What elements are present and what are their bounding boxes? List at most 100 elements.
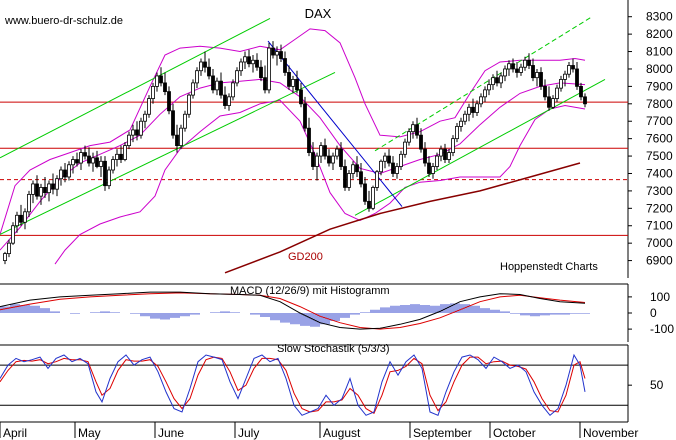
candle-body [347, 173, 351, 188]
candle-body [495, 77, 499, 84]
candle-body [83, 152, 87, 157]
price-tick-label: 6900 [646, 254, 673, 268]
candle-body [287, 72, 291, 87]
candle-body [339, 148, 343, 167]
candle-body [223, 94, 227, 106]
candle-body [175, 134, 179, 147]
price-tick-label: 8100 [646, 45, 673, 59]
candle-body [259, 66, 263, 79]
candle-body [299, 89, 303, 105]
candle-body [375, 171, 379, 188]
candle-body [367, 200, 371, 209]
candle-body [503, 68, 507, 77]
price-tick-label: 7900 [646, 79, 673, 93]
candle-body [447, 152, 451, 160]
month-label: June [158, 426, 184, 440]
month-label: September [413, 426, 472, 440]
candle-body [191, 82, 195, 96]
candle-body [255, 59, 259, 68]
candle-body [419, 134, 423, 150]
price-tick-label: 8000 [646, 62, 673, 76]
candle-body [27, 193, 31, 213]
candle-body [159, 75, 163, 84]
candle-body [63, 169, 67, 178]
trend-channel-line [354, 78, 606, 216]
price-tick-label: 7500 [646, 149, 673, 163]
candle-body [115, 153, 119, 160]
candle-body [95, 157, 99, 167]
candle-body [543, 85, 547, 98]
candle-body [251, 59, 255, 65]
candle-body [99, 160, 103, 167]
candle-body [379, 160, 383, 173]
price-panel: 6900 7000 7100 7200 7300 7400 7500 7600 7700 7800… [0, 0, 673, 278]
candle-body [227, 96, 231, 106]
candle-body [187, 94, 191, 115]
candle-body [31, 183, 35, 195]
candle-body [555, 87, 559, 99]
month-label: April [3, 426, 27, 440]
candle-body [323, 145, 327, 157]
candle-body [383, 155, 387, 162]
candle-body [483, 89, 487, 98]
candle-body [183, 113, 187, 129]
candle-body [67, 164, 71, 178]
candle-body [167, 91, 171, 112]
candle-body [171, 110, 175, 136]
candle-body [411, 124, 415, 133]
candle-body [327, 155, 331, 164]
candle-body [275, 51, 279, 56]
candle-body [79, 152, 83, 164]
candle-body [519, 66, 523, 73]
candle-body [463, 113, 467, 122]
candle-body [535, 72, 539, 79]
candle-body [163, 82, 167, 93]
candle-body [371, 187, 375, 209]
candle-body [559, 79, 563, 89]
candle-body [131, 129, 135, 136]
trend-channel-line [0, 72, 336, 235]
candle-body [303, 103, 307, 129]
price-tick-label: 7600 [646, 132, 673, 146]
candle-body [207, 66, 211, 77]
candle-body [547, 96, 551, 108]
candle-body [335, 148, 339, 157]
candle-body [423, 148, 427, 164]
price-tick-label: 7400 [646, 166, 673, 180]
candle-body [51, 183, 55, 190]
price-tick-label: 7300 [646, 184, 673, 198]
candle-body [243, 56, 247, 63]
candle-body [507, 63, 511, 70]
candle-body [11, 225, 15, 244]
candle-body [439, 148, 443, 157]
candle-body [459, 120, 463, 127]
candle-body [551, 98, 555, 108]
candle-body [351, 164, 355, 174]
macd-tick-label: 100 [650, 290, 670, 304]
candle-body [311, 152, 315, 167]
macd-tick-label: 0 [650, 306, 657, 320]
x-axis: April May June July August September October No… [0, 421, 638, 440]
candle-body [491, 77, 495, 86]
candle-body [315, 155, 319, 167]
candle-body [15, 214, 19, 227]
candle-body [111, 159, 115, 171]
candle-body [427, 162, 431, 174]
macd-line [0, 291, 586, 330]
candle-body [87, 155, 91, 164]
candle-body [431, 166, 435, 174]
candle-body [239, 61, 243, 72]
candle-body [143, 113, 147, 122]
candle-body [471, 106, 475, 113]
candle-body [539, 72, 543, 87]
candle-body [135, 129, 139, 136]
macd-signal-line [0, 292, 586, 330]
candle-body [579, 85, 583, 98]
candle-body [35, 183, 39, 197]
candle-body [331, 155, 335, 164]
candle-body [515, 68, 519, 73]
candle-body [215, 80, 219, 91]
candle-body [475, 103, 479, 113]
candle-body [571, 65, 575, 70]
